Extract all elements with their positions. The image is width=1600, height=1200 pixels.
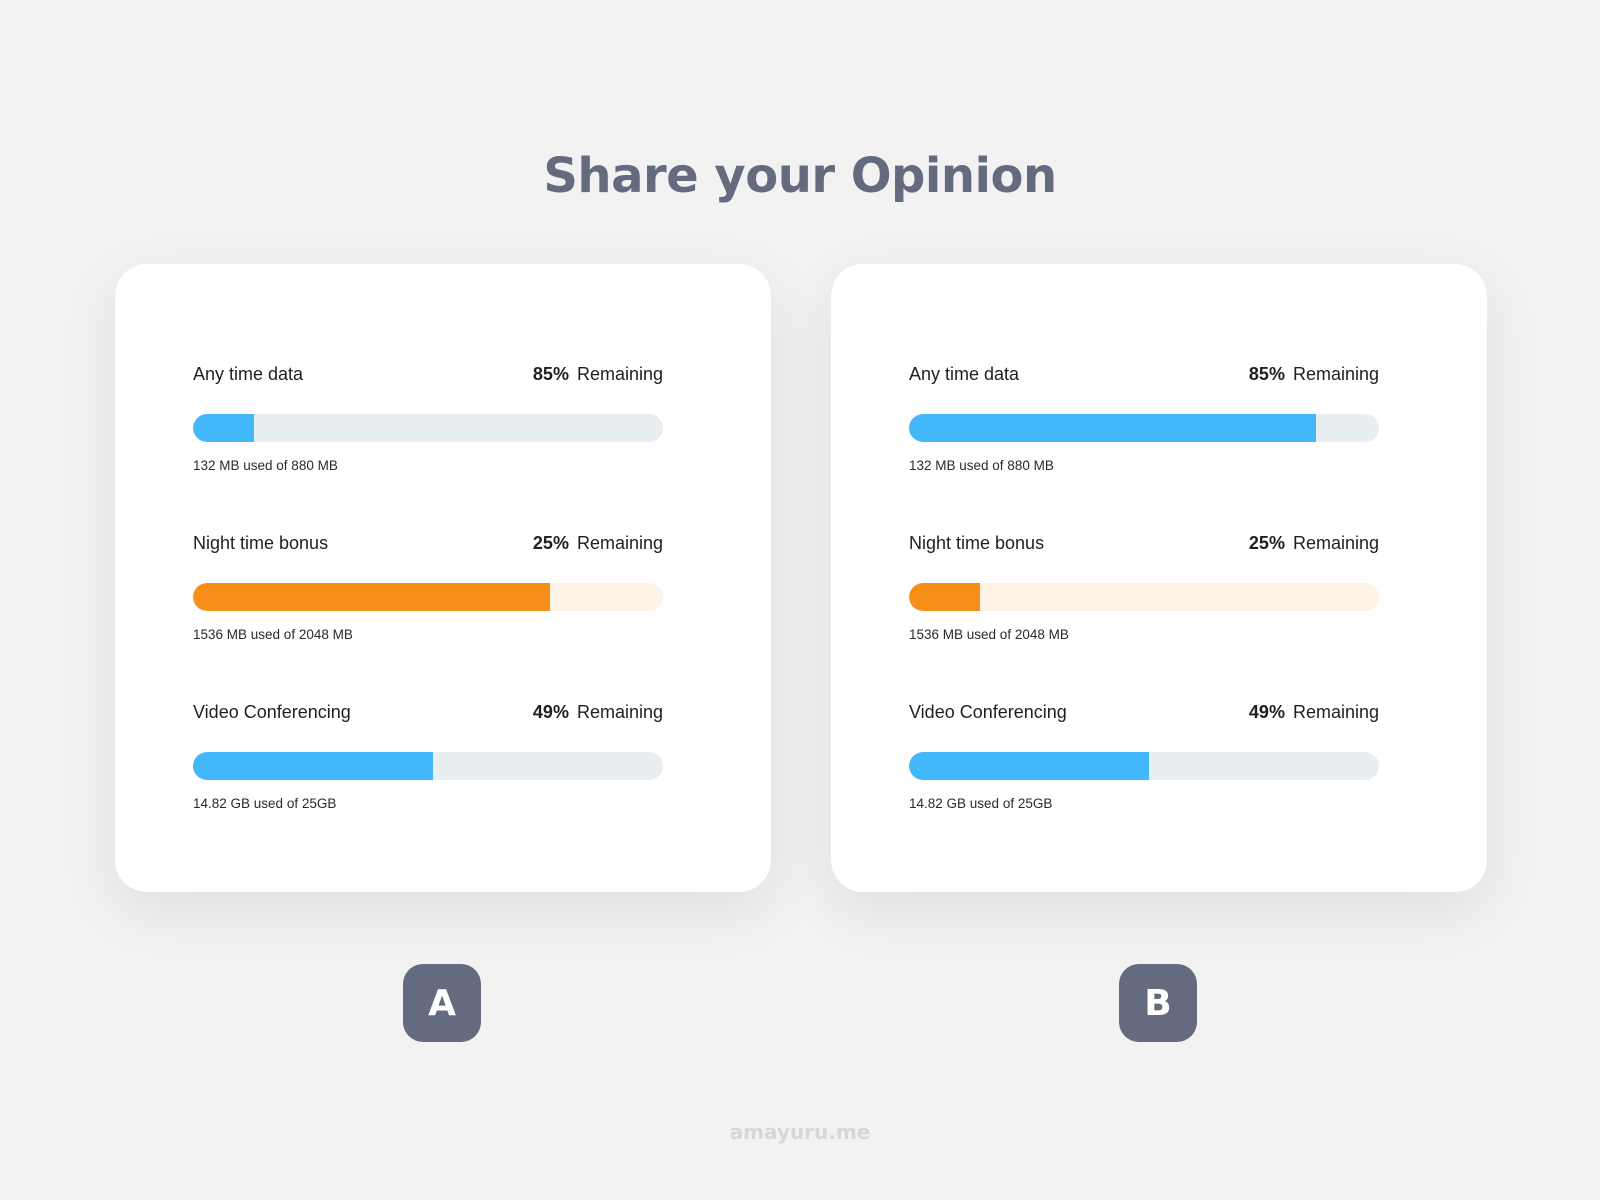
metric-remaining: 49% Remaining (1249, 702, 1379, 723)
metric-any-time-data: Any time data 85% Remaining 132 MB used o… (193, 364, 663, 473)
metric-label: Any time data (193, 364, 304, 384)
usage-text: 1536 MB used of 2048 MB (909, 627, 1069, 642)
metric-night-time-bonus: Night time bonus 25% Remaining 1536 MB us… (193, 533, 663, 642)
metric-remaining: 85% Remaining (533, 364, 663, 385)
metric-label: Night time bonus (909, 533, 1045, 553)
progress-fill (909, 583, 980, 611)
progress-track (909, 583, 1379, 611)
metric-video-conferencing: Video Conferencing 49% Remaining 14.82 GB… (909, 702, 1379, 811)
progress-track (193, 752, 663, 780)
progress-track (909, 752, 1379, 780)
footer-watermark: amayuru.me (729, 1120, 871, 1144)
usage-text: 132 MB used of 880 MB (909, 458, 1054, 473)
progress-track (193, 414, 663, 442)
progress-fill (193, 414, 255, 442)
metric-percent: 49% (1248, 702, 1285, 722)
metric-label: Video Conferencing (909, 702, 1067, 722)
metric-label: Video Conferencing (193, 702, 351, 722)
metric-video-conferencing: Video Conferencing 49% Remaining 14.82 GB… (193, 702, 663, 811)
page-title: Share your Opinion (543, 148, 1057, 205)
metric-percent: 25% (1248, 533, 1285, 553)
progress-fill (193, 583, 551, 611)
option-a-card: Any time data 85% Remaining 132 MB used o… (115, 264, 771, 892)
metric-label: Any time data (909, 364, 1020, 384)
option-b-card: Any time data 85% Remaining 132 MB used o… (831, 264, 1487, 892)
metric-percent: 85% (1248, 364, 1285, 384)
metric-any-time-data: Any time data 85% Remaining 132 MB used o… (909, 364, 1379, 473)
metric-remaining-label: Remaining (1292, 533, 1379, 553)
metric-percent: 25% (532, 533, 569, 553)
metric-remaining-label: Remaining (576, 364, 663, 384)
option-a-badge[interactable]: A (403, 964, 481, 1042)
progress-fill (909, 414, 1316, 442)
progress-track (193, 583, 663, 611)
progress-fill (193, 752, 433, 780)
metric-remaining: 25% Remaining (1249, 533, 1379, 554)
metric-percent: 85% (532, 364, 569, 384)
metric-remaining: 49% Remaining (533, 702, 663, 723)
progress-track (909, 414, 1379, 442)
metric-remaining-label: Remaining (1292, 364, 1379, 384)
metric-remaining-label: Remaining (1292, 702, 1379, 722)
metric-remaining: 25% Remaining (533, 533, 663, 554)
option-b-badge[interactable]: B (1119, 964, 1197, 1042)
metric-label: Night time bonus (193, 533, 329, 553)
metric-remaining-label: Remaining (576, 702, 663, 722)
usage-text: 1536 MB used of 2048 MB (193, 627, 353, 642)
usage-text: 132 MB used of 880 MB (193, 458, 338, 473)
progress-fill (909, 752, 1149, 780)
metric-night-time-bonus: Night time bonus 25% Remaining 1536 MB us… (909, 533, 1379, 642)
usage-text: 14.82 GB used of 25GB (909, 796, 1053, 811)
metric-percent: 49% (532, 702, 569, 722)
metric-remaining-label: Remaining (576, 533, 663, 553)
metric-remaining: 85% Remaining (1249, 364, 1379, 385)
usage-text: 14.82 GB used of 25GB (193, 796, 337, 811)
